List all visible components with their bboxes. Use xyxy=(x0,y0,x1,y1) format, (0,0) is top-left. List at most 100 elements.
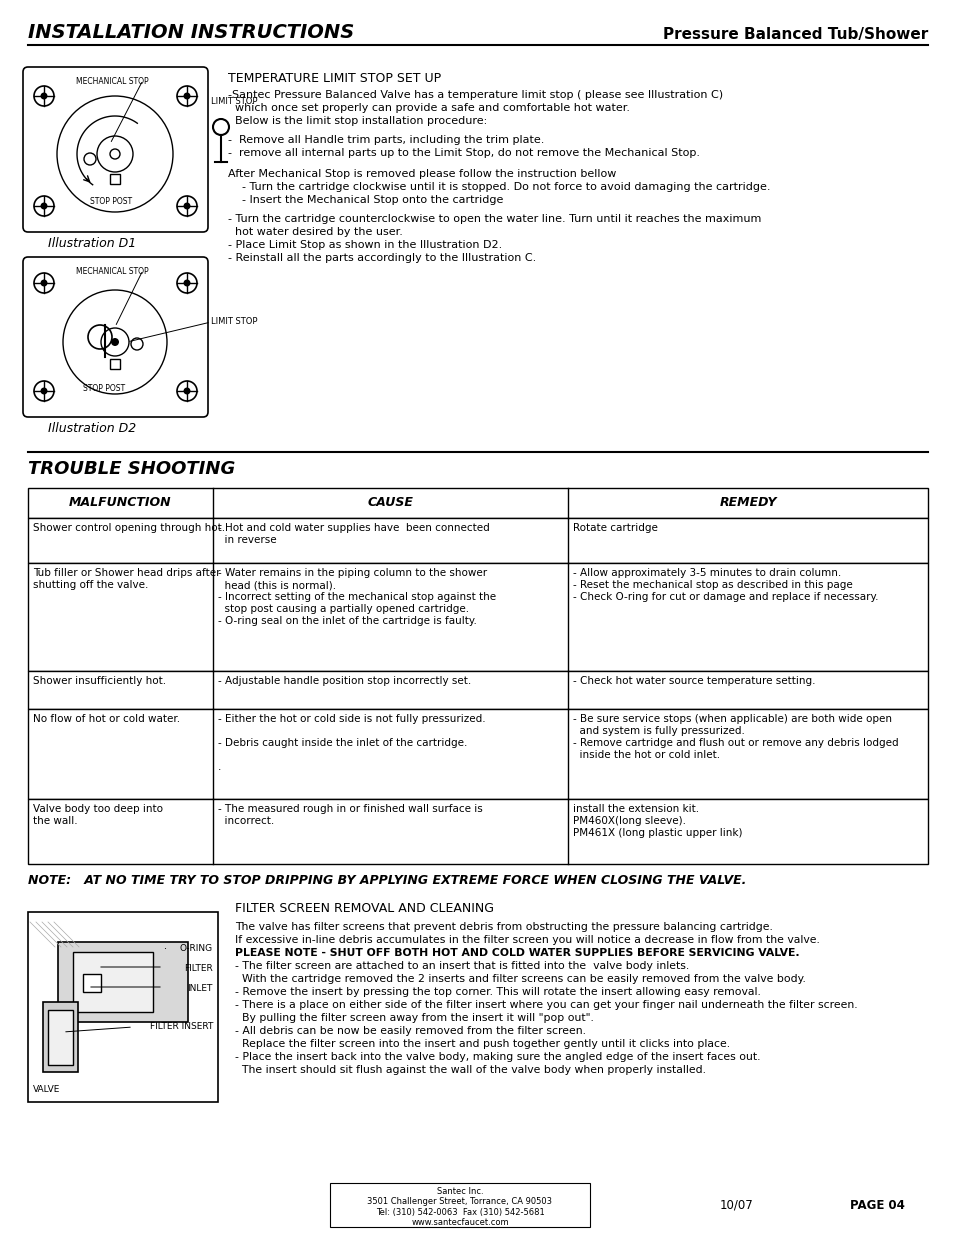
Bar xyxy=(28,911,218,1102)
Text: INSTALLATION INSTRUCTIONS: INSTALLATION INSTRUCTIONS xyxy=(28,23,354,42)
Text: - Adjustable handle position stop incorrectly set.: - Adjustable handle position stop incorr… xyxy=(218,676,471,685)
Text: No flow of hot or cold water.: No flow of hot or cold water. xyxy=(33,714,180,724)
Text: - The measured rough in or finished wall surface is: - The measured rough in or finished wall… xyxy=(218,804,482,814)
Bar xyxy=(110,359,120,369)
Text: The valve has filter screens that prevent debris from obstructing the pressure b: The valve has filter screens that preven… xyxy=(234,923,772,932)
Text: .: . xyxy=(218,762,221,772)
Text: - Reset the mechanical stop as described in this page: - Reset the mechanical stop as described… xyxy=(573,580,852,590)
Text: the wall.: the wall. xyxy=(33,816,77,826)
Text: - O-ring seal on the inlet of the cartridge is faulty.: - O-ring seal on the inlet of the cartri… xyxy=(218,616,476,626)
FancyBboxPatch shape xyxy=(23,257,208,417)
Text: - The filter screen are attached to an insert that is fitted into the  valve bod: - The filter screen are attached to an i… xyxy=(234,961,688,971)
Text: REMEDY: REMEDY xyxy=(719,496,776,509)
Text: CAUSE: CAUSE xyxy=(367,496,413,509)
Bar xyxy=(28,799,927,864)
Text: - Incorrect setting of the mechanical stop against the: - Incorrect setting of the mechanical st… xyxy=(218,592,496,601)
Text: INLET: INLET xyxy=(188,984,213,993)
Bar xyxy=(83,974,101,992)
Text: which once set properly can provide a safe and comfortable hot water.: which once set properly can provide a sa… xyxy=(228,103,629,112)
Bar xyxy=(58,942,188,1023)
Text: 10/07: 10/07 xyxy=(720,1199,753,1212)
Text: FILTER SCREEN REMOVAL AND CLEANING: FILTER SCREEN REMOVAL AND CLEANING xyxy=(234,902,494,915)
Text: Illustration D2: Illustration D2 xyxy=(48,422,136,435)
Text: - Debris caught inside the inlet of the cartridge.: - Debris caught inside the inlet of the … xyxy=(218,739,467,748)
Circle shape xyxy=(40,203,48,210)
Bar xyxy=(110,174,120,184)
Text: STOP POST: STOP POST xyxy=(83,384,125,393)
Text: MALFUNCTION: MALFUNCTION xyxy=(70,496,172,509)
Text: in reverse: in reverse xyxy=(218,535,276,545)
Circle shape xyxy=(183,203,191,210)
Text: Shower control opening through hot.: Shower control opening through hot. xyxy=(33,522,225,534)
Text: O-RING: O-RING xyxy=(180,944,213,953)
FancyBboxPatch shape xyxy=(23,67,208,232)
Text: - Turn the cartridge counterclockwise to open the water line. Turn until it reac: - Turn the cartridge counterclockwise to… xyxy=(228,214,760,224)
Text: FILTER: FILTER xyxy=(184,965,213,973)
Text: Rotate cartridge: Rotate cartridge xyxy=(573,522,658,534)
Text: Replace the filter screen into the insert and push together gently until it clic: Replace the filter screen into the inser… xyxy=(234,1039,729,1049)
Text: MECHANICAL STOP: MECHANICAL STOP xyxy=(76,77,149,86)
Text: Illustration D1: Illustration D1 xyxy=(48,237,136,249)
Bar xyxy=(330,1183,589,1228)
Bar xyxy=(28,563,927,671)
Text: TROUBLE SHOOTING: TROUBLE SHOOTING xyxy=(28,459,235,478)
Text: - Insert the Mechanical Stop onto the cartridge: - Insert the Mechanical Stop onto the ca… xyxy=(228,195,503,205)
Text: PM460X(long sleeve).: PM460X(long sleeve). xyxy=(573,816,685,826)
Text: - Check hot water source temperature setting.: - Check hot water source temperature set… xyxy=(573,676,815,685)
Text: STOP POST: STOP POST xyxy=(90,198,132,206)
Circle shape xyxy=(40,388,48,394)
Text: - Water remains in the piping column to the shower: - Water remains in the piping column to … xyxy=(218,568,487,578)
Text: stop post causing a partially opened cartridge.: stop post causing a partially opened car… xyxy=(218,604,469,614)
Text: MECHANICAL STOP: MECHANICAL STOP xyxy=(76,267,149,275)
Text: - Turn the cartridge clockwise until it is stopped. Do not force to avoid damagi: - Turn the cartridge clockwise until it … xyxy=(228,182,770,191)
Text: VALVE: VALVE xyxy=(33,1086,60,1094)
Text: After Mechanical Stop is removed please follow the instruction bellow: After Mechanical Stop is removed please … xyxy=(228,169,616,179)
Text: incorrect.: incorrect. xyxy=(218,816,274,826)
Text: - Remove cartridge and flush out or remove any debris lodged: - Remove cartridge and flush out or remo… xyxy=(573,739,898,748)
Bar xyxy=(43,1002,78,1072)
Text: - Hot and cold water supplies have  been connected: - Hot and cold water supplies have been … xyxy=(218,522,489,534)
Text: Santec Inc.
3501 Challenger Street, Torrance, CA 90503
Tel: (310) 542-0063  Fax : Santec Inc. 3501 Challenger Street, Torr… xyxy=(367,1187,552,1228)
Text: By pulling the filter screen away from the insert it will "pop out".: By pulling the filter screen away from t… xyxy=(234,1013,594,1023)
Text: Valve body too deep into: Valve body too deep into xyxy=(33,804,163,814)
Text: -Santec Pressure Balanced Valve has a temperature limit stop ( please see Illust: -Santec Pressure Balanced Valve has a te… xyxy=(228,90,722,100)
Text: -  remove all internal parts up to the Limit Stop, do not remove the Mechanical : - remove all internal parts up to the Li… xyxy=(228,148,700,158)
Text: - All debris can be now be easily removed from the filter screen.: - All debris can be now be easily remove… xyxy=(234,1026,585,1036)
Text: LIMIT STOP: LIMIT STOP xyxy=(211,98,257,106)
Text: install the extension kit.: install the extension kit. xyxy=(573,804,699,814)
Text: - Remove the insert by pressing the top corner. This will rotate the insert allo: - Remove the insert by pressing the top … xyxy=(234,987,760,997)
Circle shape xyxy=(183,279,191,287)
Text: - Either the hot or cold side is not fully pressurized.: - Either the hot or cold side is not ful… xyxy=(218,714,485,724)
Text: PM461X (long plastic upper link): PM461X (long plastic upper link) xyxy=(573,827,741,839)
Circle shape xyxy=(111,338,119,346)
Bar xyxy=(73,952,152,1011)
Text: PAGE 04: PAGE 04 xyxy=(849,1199,904,1212)
Circle shape xyxy=(183,93,191,100)
Text: The insert should sit flush against the wall of the valve body when properly ins: The insert should sit flush against the … xyxy=(234,1065,705,1074)
Text: Shower insufficiently hot.: Shower insufficiently hot. xyxy=(33,676,166,685)
Text: With the cartridge removed the 2 inserts and filter screens can be easily remove: With the cartridge removed the 2 inserts… xyxy=(234,974,805,984)
Text: TEMPERATURE LIMIT STOP SET UP: TEMPERATURE LIMIT STOP SET UP xyxy=(228,72,440,85)
Text: If excessive in-line debris accumulates in the filter screen you will notice a d: If excessive in-line debris accumulates … xyxy=(234,935,819,945)
Bar xyxy=(28,488,927,517)
Text: head (this is normal).: head (this is normal). xyxy=(218,580,335,590)
Text: and system is fully pressurized.: and system is fully pressurized. xyxy=(573,726,744,736)
Circle shape xyxy=(183,388,191,394)
Text: - Place the insert back into the valve body, making sure the angled edge of the : - Place the insert back into the valve b… xyxy=(234,1052,760,1062)
Text: Tub filler or Shower head drips after: Tub filler or Shower head drips after xyxy=(33,568,220,578)
Text: NOTE:   AT NO TIME TRY TO STOP DRIPPING BY APPLYING EXTREME FORCE WHEN CLOSING T: NOTE: AT NO TIME TRY TO STOP DRIPPING BY… xyxy=(28,874,745,887)
Text: - There is a place on either side of the filter insert where you can get your fi: - There is a place on either side of the… xyxy=(234,1000,857,1010)
Bar xyxy=(28,517,927,563)
Bar xyxy=(28,671,927,709)
Text: - Check O-ring for cut or damage and replace if necessary.: - Check O-ring for cut or damage and rep… xyxy=(573,592,878,601)
Text: - Allow approximately 3-5 minutes to drain column.: - Allow approximately 3-5 minutes to dra… xyxy=(573,568,841,578)
Text: LIMIT STOP: LIMIT STOP xyxy=(211,317,257,326)
Text: -  Remove all Handle trim parts, including the trim plate.: - Remove all Handle trim parts, includin… xyxy=(228,135,544,144)
Circle shape xyxy=(40,93,48,100)
Text: - Place Limit Stop as shown in the Illustration D2.: - Place Limit Stop as shown in the Illus… xyxy=(228,240,501,249)
Text: - Reinstall all the parts accordingly to the Illustration C.: - Reinstall all the parts accordingly to… xyxy=(228,253,536,263)
Text: shutting off the valve.: shutting off the valve. xyxy=(33,580,149,590)
Text: hot water desired by the user.: hot water desired by the user. xyxy=(228,227,402,237)
Text: PLEASE NOTE - SHUT OFF BOTH HOT AND COLD WATER SUPPLIES BEFORE SERVICING VALVE.: PLEASE NOTE - SHUT OFF BOTH HOT AND COLD… xyxy=(234,948,799,958)
Text: FILTER INSERT: FILTER INSERT xyxy=(150,1023,213,1031)
